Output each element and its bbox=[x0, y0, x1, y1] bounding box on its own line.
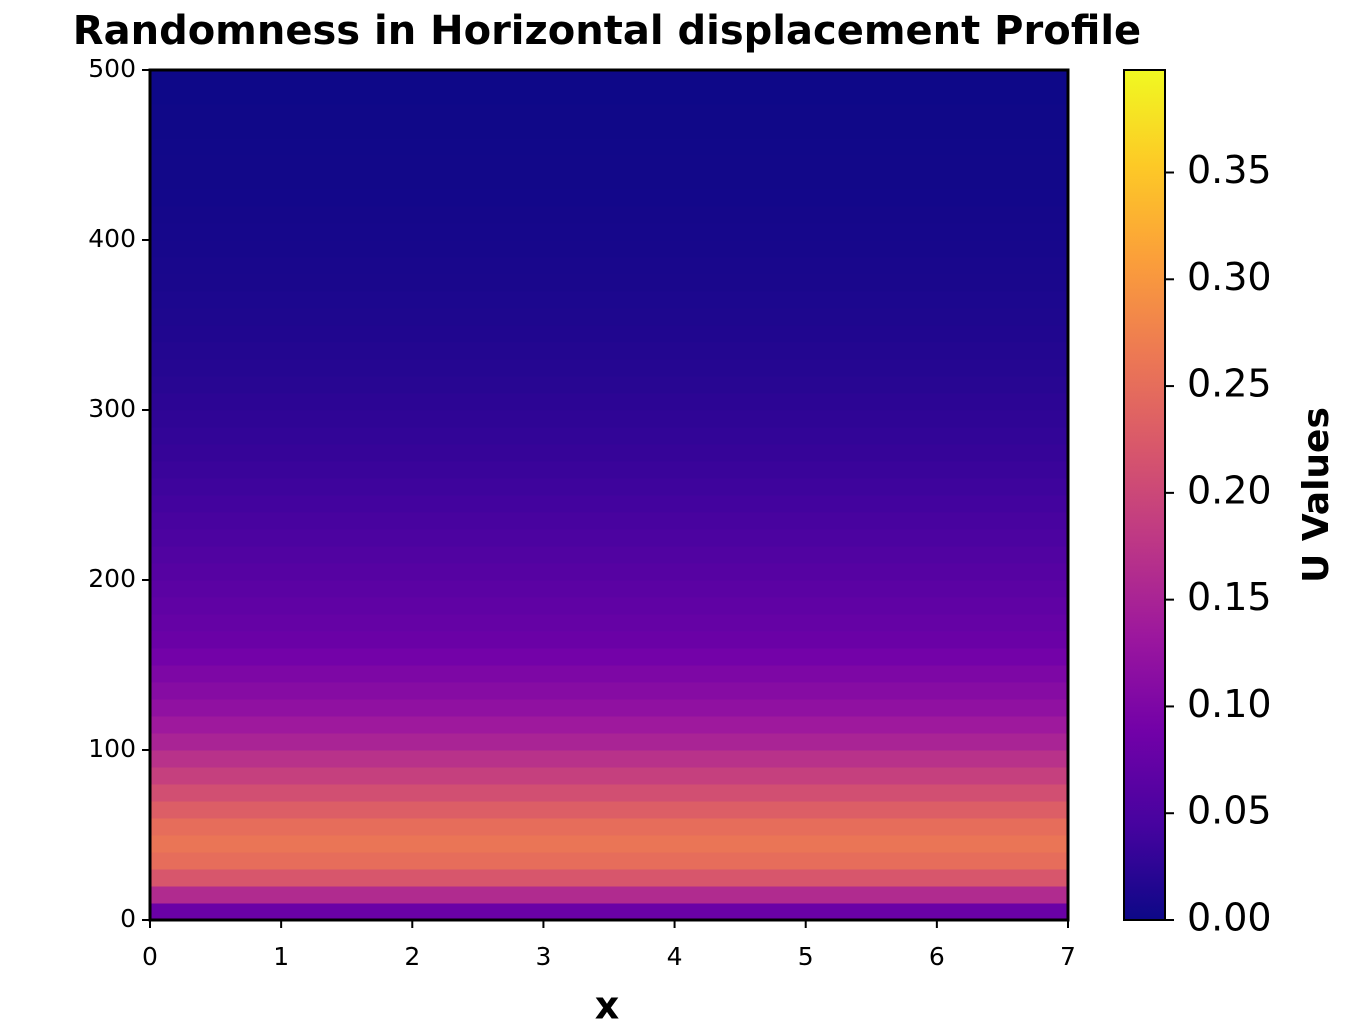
heatmap-band bbox=[150, 121, 1068, 139]
colorbar-tick-label: 0.35 bbox=[1187, 148, 1272, 192]
y-tick-label: 0 bbox=[120, 904, 136, 933]
colorbar-tick-label: 0.30 bbox=[1187, 255, 1272, 299]
heatmap-band bbox=[150, 631, 1068, 649]
heatmap-band bbox=[150, 563, 1068, 581]
colorbar-tick-label: 0.00 bbox=[1187, 896, 1272, 940]
heatmap-band bbox=[150, 784, 1068, 802]
x-tick-label: 1 bbox=[273, 942, 289, 971]
heatmap-band bbox=[150, 767, 1068, 785]
heatmap-band bbox=[150, 138, 1068, 156]
heatmap-band bbox=[150, 716, 1068, 734]
heatmap-band bbox=[150, 648, 1068, 666]
heatmap-band bbox=[150, 291, 1068, 309]
heatmap-band bbox=[150, 274, 1068, 292]
x-tick-label: 4 bbox=[667, 942, 683, 971]
colorbar-tick-label: 0.10 bbox=[1187, 682, 1272, 726]
heatmap-band bbox=[150, 308, 1068, 326]
heatmap-band bbox=[150, 512, 1068, 530]
colorbar bbox=[1123, 69, 1166, 921]
heatmap-band bbox=[150, 495, 1068, 513]
heatmap-band bbox=[150, 903, 1068, 921]
heatmap-band bbox=[150, 886, 1068, 904]
colorbar-tick-label: 0.15 bbox=[1187, 575, 1272, 619]
heatmap-band bbox=[150, 546, 1068, 564]
heatmap-band bbox=[150, 461, 1068, 479]
colorbar-tick-label: 0.25 bbox=[1187, 362, 1272, 406]
colorbar-tick-label: 0.20 bbox=[1187, 468, 1272, 512]
heatmap-band bbox=[150, 529, 1068, 547]
chart-title: Randomness in Horizontal displacement Pr… bbox=[73, 8, 1141, 54]
heatmap-band bbox=[150, 835, 1068, 853]
colorbar-label: U Values bbox=[1296, 407, 1337, 583]
heatmap-band bbox=[150, 87, 1068, 105]
heatmap-band bbox=[150, 614, 1068, 632]
heatmap-band bbox=[150, 155, 1068, 173]
heatmap-band bbox=[150, 206, 1068, 224]
heatmap-band bbox=[150, 818, 1068, 836]
heatmap-band bbox=[150, 665, 1068, 683]
heatmap-band bbox=[150, 801, 1068, 819]
heatmap-band bbox=[150, 189, 1068, 207]
x-axis-label: x bbox=[595, 984, 620, 1028]
heatmap-band bbox=[150, 104, 1068, 122]
heatmap-band bbox=[150, 427, 1068, 445]
heatmap-band bbox=[150, 852, 1068, 870]
y-tick-label: 500 bbox=[88, 54, 136, 83]
heatmap-band bbox=[150, 325, 1068, 343]
heatmap-band bbox=[150, 444, 1068, 462]
heatmap-band bbox=[150, 172, 1068, 190]
colorbar-tick-label: 0.05 bbox=[1187, 789, 1272, 833]
heatmap-band bbox=[150, 597, 1068, 615]
heatmap-band bbox=[150, 257, 1068, 275]
heatmap-band bbox=[150, 410, 1068, 428]
heatmap-band bbox=[150, 70, 1068, 88]
heatmap-band bbox=[150, 869, 1068, 887]
x-tick-label: 7 bbox=[1060, 942, 1076, 971]
heatmap-band bbox=[150, 682, 1068, 700]
y-tick-label: 400 bbox=[88, 224, 136, 253]
heatmap-band bbox=[150, 342, 1068, 360]
heatmap-band bbox=[150, 359, 1068, 377]
heatmap-band bbox=[150, 376, 1068, 394]
heatmap-band bbox=[150, 750, 1068, 768]
plot-frame bbox=[148, 68, 1070, 922]
y-tick-label: 200 bbox=[88, 564, 136, 593]
y-tick-label: 100 bbox=[88, 734, 136, 763]
heatmap-band bbox=[150, 223, 1068, 241]
heatmap-band bbox=[150, 580, 1068, 598]
y-tick-label: 300 bbox=[88, 394, 136, 423]
heatmap-band bbox=[150, 240, 1068, 258]
heatmap-band bbox=[150, 393, 1068, 411]
x-tick-label: 3 bbox=[535, 942, 551, 971]
heatmap-band bbox=[150, 699, 1068, 717]
x-tick-label: 6 bbox=[929, 942, 945, 971]
heatmap-band bbox=[150, 478, 1068, 496]
x-tick-label: 2 bbox=[404, 942, 420, 971]
x-tick-label: 0 bbox=[142, 942, 158, 971]
heatmap-band bbox=[150, 733, 1068, 751]
x-tick-label: 5 bbox=[798, 942, 814, 971]
